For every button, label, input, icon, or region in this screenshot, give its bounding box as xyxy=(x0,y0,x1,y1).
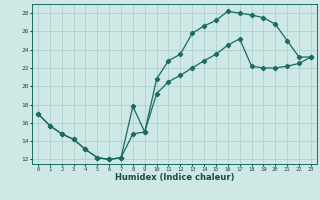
X-axis label: Humidex (Indice chaleur): Humidex (Indice chaleur) xyxy=(115,173,234,182)
